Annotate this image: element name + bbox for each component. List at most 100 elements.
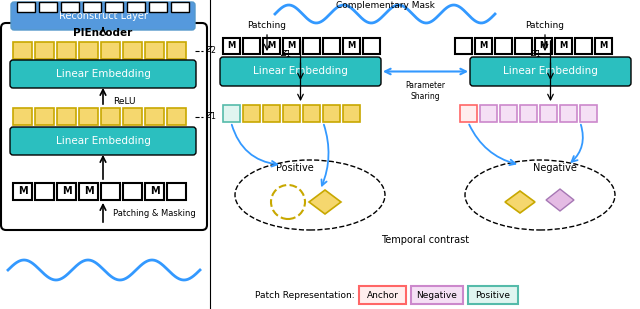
- Bar: [515, 38, 532, 54]
- Bar: [145, 183, 164, 200]
- Text: Linear Embedding: Linear Embedding: [253, 66, 348, 77]
- Bar: [323, 105, 340, 122]
- Bar: [535, 38, 552, 54]
- Text: M: M: [18, 187, 28, 197]
- Bar: [57, 42, 76, 59]
- Text: Linear Embedding: Linear Embedding: [56, 69, 150, 79]
- Bar: [303, 38, 320, 54]
- Bar: [79, 42, 98, 59]
- Bar: [171, 2, 189, 12]
- Polygon shape: [309, 190, 341, 214]
- Bar: [575, 38, 592, 54]
- Bar: [35, 183, 54, 200]
- Bar: [480, 105, 497, 122]
- Bar: [500, 105, 517, 122]
- Text: Positive: Positive: [476, 290, 511, 299]
- Text: ReLU: ReLU: [113, 96, 136, 105]
- Bar: [263, 38, 280, 54]
- Text: Patching: Patching: [525, 22, 564, 31]
- Bar: [167, 183, 186, 200]
- Text: M: M: [84, 187, 93, 197]
- Bar: [57, 108, 76, 125]
- Text: M: M: [559, 41, 568, 50]
- Text: Patching & Masking: Patching & Masking: [113, 209, 196, 218]
- Text: $z_1$: $z_1$: [531, 48, 543, 60]
- Bar: [323, 38, 340, 54]
- Bar: [13, 108, 32, 125]
- Bar: [123, 42, 142, 59]
- Text: Patching: Patching: [248, 22, 287, 31]
- Text: M: M: [227, 41, 236, 50]
- FancyBboxPatch shape: [220, 57, 381, 86]
- FancyBboxPatch shape: [11, 2, 195, 30]
- Text: $z_2$: $z_2$: [205, 44, 217, 57]
- Bar: [127, 2, 145, 12]
- Text: M: M: [150, 187, 159, 197]
- Text: $z_1$: $z_1$: [280, 48, 292, 60]
- Bar: [35, 42, 54, 59]
- Bar: [13, 42, 32, 59]
- Text: Linear Embedding: Linear Embedding: [56, 136, 150, 146]
- Bar: [475, 38, 492, 54]
- Bar: [560, 105, 577, 122]
- Bar: [343, 38, 360, 54]
- Bar: [555, 38, 572, 54]
- Text: Anchor: Anchor: [367, 290, 399, 299]
- Bar: [580, 105, 597, 122]
- Bar: [35, 108, 54, 125]
- Bar: [145, 108, 164, 125]
- Bar: [13, 183, 32, 200]
- Bar: [540, 105, 557, 122]
- Text: $z_1$: $z_1$: [205, 111, 217, 122]
- Text: Reconstruct Layer: Reconstruct Layer: [59, 11, 147, 21]
- Bar: [303, 105, 320, 122]
- Bar: [455, 38, 472, 54]
- Bar: [263, 105, 280, 122]
- Text: M: M: [287, 41, 296, 50]
- Text: Positive: Positive: [276, 163, 314, 173]
- Bar: [57, 183, 76, 200]
- Bar: [61, 2, 79, 12]
- Text: M: M: [479, 41, 488, 50]
- Bar: [595, 38, 612, 54]
- Bar: [17, 2, 35, 12]
- Bar: [79, 108, 98, 125]
- Text: M: M: [600, 41, 607, 50]
- Text: Patch Representation:: Patch Representation:: [255, 290, 355, 299]
- Bar: [223, 105, 240, 122]
- Text: Parameter
Sharing: Parameter Sharing: [406, 82, 445, 101]
- Bar: [167, 108, 186, 125]
- Polygon shape: [505, 191, 535, 213]
- FancyBboxPatch shape: [411, 286, 463, 304]
- Text: M: M: [61, 187, 71, 197]
- Text: PIEncoder: PIEncoder: [74, 28, 132, 38]
- Bar: [520, 105, 537, 122]
- FancyBboxPatch shape: [1, 23, 207, 230]
- Bar: [79, 183, 98, 200]
- Text: Complementary Mask: Complementary Mask: [335, 2, 435, 11]
- Bar: [39, 2, 57, 12]
- Bar: [105, 2, 123, 12]
- Bar: [243, 105, 260, 122]
- Text: Negative: Negative: [417, 290, 458, 299]
- Bar: [123, 108, 142, 125]
- FancyBboxPatch shape: [10, 60, 196, 88]
- Text: M: M: [540, 41, 548, 50]
- Bar: [101, 183, 120, 200]
- Bar: [460, 105, 477, 122]
- Bar: [83, 2, 101, 12]
- Bar: [149, 2, 167, 12]
- Polygon shape: [546, 189, 574, 211]
- Text: Linear Embedding: Linear Embedding: [503, 66, 598, 77]
- Text: M: M: [348, 41, 356, 50]
- Bar: [101, 108, 120, 125]
- Text: M: M: [268, 41, 276, 50]
- FancyBboxPatch shape: [10, 127, 196, 155]
- FancyBboxPatch shape: [359, 286, 406, 304]
- Bar: [167, 42, 186, 59]
- Bar: [223, 38, 240, 54]
- FancyBboxPatch shape: [470, 57, 631, 86]
- Bar: [283, 105, 300, 122]
- Bar: [283, 38, 300, 54]
- Bar: [243, 38, 260, 54]
